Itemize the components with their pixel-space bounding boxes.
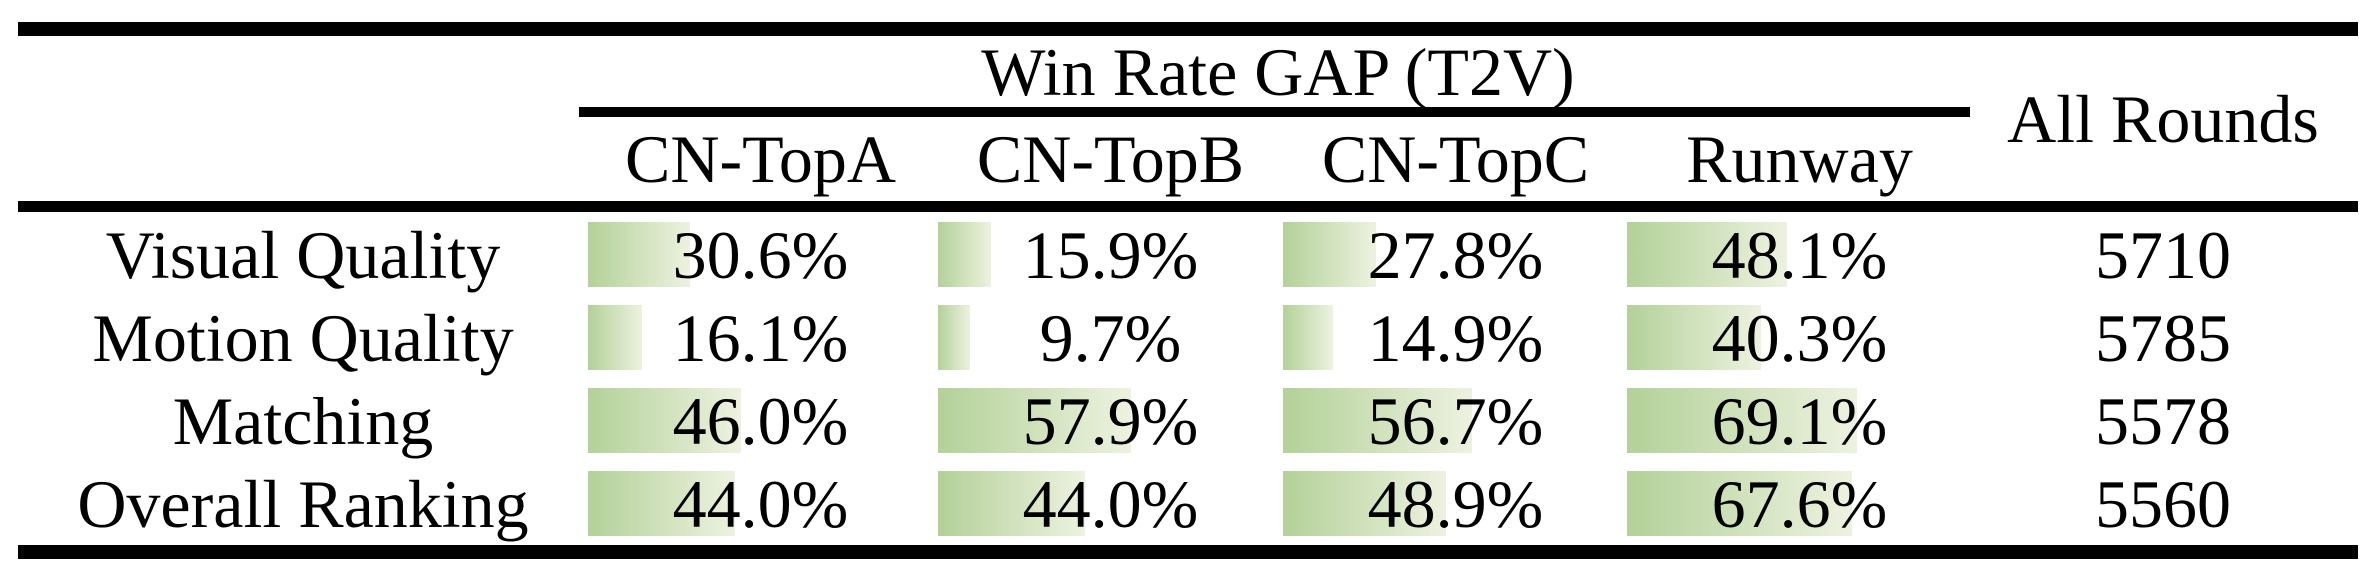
table-cell: 56.7%	[1283, 379, 1628, 462]
column-header-all-rounds: All Rounds	[2007, 80, 2319, 157]
table-cell: 9.7%	[938, 296, 1283, 379]
group-header-win-rate-gap: Win Rate GAP (T2V)	[981, 33, 1575, 110]
win-rate-bar	[588, 388, 741, 453]
table-cell: 69.1%	[1627, 379, 1972, 462]
table-cell: 67.6%	[1627, 462, 1972, 545]
column-header-cn-topa: CN-TopA	[624, 121, 896, 197]
all-rounds-value: 5578	[2095, 382, 2231, 459]
all-rounds-value: 5710	[2095, 216, 2231, 293]
table-cell: 14.9%	[1283, 296, 1628, 379]
win-rate-bar	[588, 471, 735, 536]
win-rate-value: 9.7%	[1039, 299, 1182, 376]
table-cell: 57.9%	[938, 379, 1283, 462]
row-label: Visual Quality	[105, 216, 501, 293]
win-rate-bar	[588, 305, 642, 370]
win-rate-bar	[1627, 305, 1761, 370]
table-cell: 44.0%	[938, 462, 1283, 545]
win-rate-value: 44.0%	[672, 465, 849, 542]
win-rate-value: 15.9%	[1022, 216, 1199, 293]
table-cell: 46.0%	[588, 379, 933, 462]
all-rounds-value: 5560	[2095, 465, 2231, 542]
column-header-runway: Runway	[1686, 121, 1913, 197]
table-cell: 48.1%	[1627, 213, 1972, 296]
row-label: Matching	[172, 382, 434, 459]
win-rate-bar	[1283, 222, 1376, 287]
table-cell: 48.9%	[1283, 462, 1628, 545]
win-rate-bar	[1283, 471, 1446, 536]
column-header-cn-topb: CN-TopB	[976, 121, 1245, 197]
win-rate-value: 67.6%	[1711, 465, 1888, 542]
top-rule	[18, 22, 2358, 36]
table-row-matching: Matching 46.0% 57.9% 56.7% 69.1% 5578	[18, 379, 2358, 462]
column-header-cn-topc: CN-TopC	[1321, 121, 1590, 197]
win-rate-value: 16.1%	[672, 299, 849, 376]
group-header-underline-rule	[579, 107, 1970, 117]
win-rate-value: 48.1%	[1711, 216, 1888, 293]
win-rate-value: 30.6%	[672, 216, 849, 293]
win-rate-value: 46.0%	[672, 382, 849, 459]
win-rate-value: 40.3%	[1711, 299, 1888, 376]
win-rate-value: 27.8%	[1367, 216, 1544, 293]
bottom-rule	[18, 545, 2358, 559]
table-cell: 30.6%	[588, 213, 933, 296]
win-rate-value: 48.9%	[1367, 465, 1544, 542]
win-rate-bar	[938, 222, 991, 287]
subheader-row: CN-TopA CN-TopB CN-TopC Runway	[18, 117, 2358, 201]
table-cell: 40.3%	[1627, 296, 1972, 379]
win-rate-value: 44.0%	[1022, 465, 1199, 542]
win-rate-value: 14.9%	[1367, 299, 1544, 376]
win-rate-bar	[588, 222, 690, 287]
all-rounds-value: 5785	[2095, 299, 2231, 376]
win-rate-bar	[1627, 222, 1787, 287]
header-bottom-rule	[18, 201, 2358, 212]
table-row-motion-quality: Motion Quality 16.1% 9.7% 14.9% 40.3% 57…	[18, 296, 2358, 379]
win-rate-bar	[1627, 471, 1852, 536]
win-rate-bar	[938, 471, 1085, 536]
table-cell: 15.9%	[938, 213, 1283, 296]
table-cell: 44.0%	[588, 462, 933, 545]
win-rate-value: 57.9%	[1022, 382, 1199, 459]
win-rate-bar	[938, 305, 970, 370]
win-rate-bar	[1627, 388, 1857, 453]
row-label: Motion Quality	[92, 299, 514, 376]
win-rate-bar	[1283, 388, 1472, 453]
table-row-overall-ranking: Overall Ranking 44.0% 44.0% 48.9% 67.6% …	[18, 462, 2358, 545]
table-cell: 16.1%	[588, 296, 933, 379]
win-rate-value: 56.7%	[1367, 382, 1544, 459]
win-rate-value: 69.1%	[1711, 382, 1888, 459]
win-rate-bar	[1283, 305, 1333, 370]
win-rate-bar	[938, 388, 1131, 453]
row-label: Overall Ranking	[77, 465, 529, 542]
table-cell: 27.8%	[1283, 213, 1628, 296]
table-row-visual-quality: Visual Quality 30.6% 15.9% 27.8% 48.1% 5…	[18, 213, 2358, 296]
